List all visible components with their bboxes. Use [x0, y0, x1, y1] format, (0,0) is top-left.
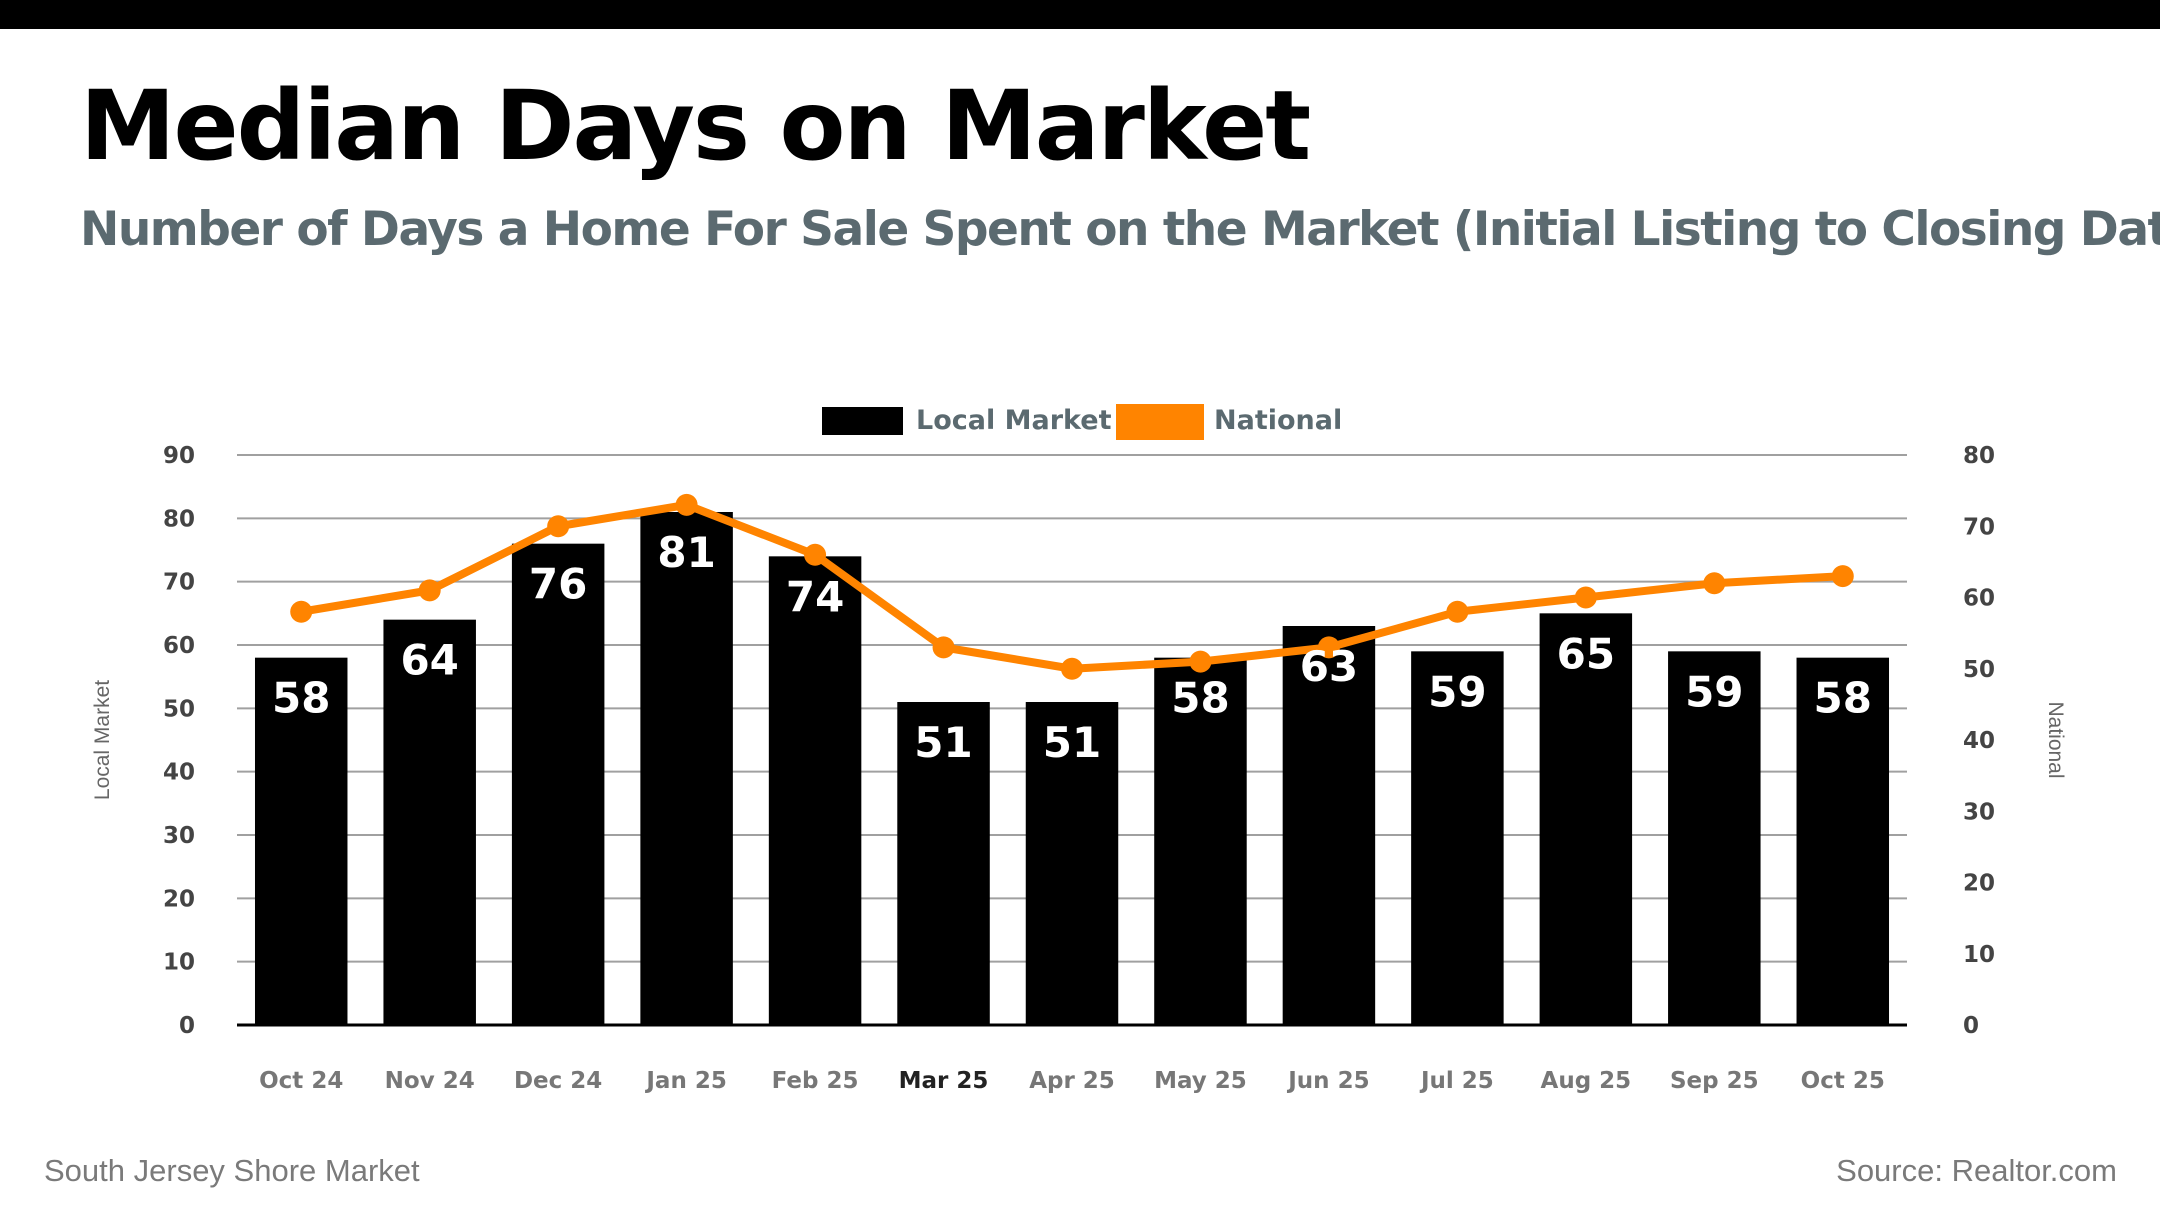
- bar-local-market: [511, 543, 605, 1025]
- bar-local-market: [1411, 651, 1504, 1025]
- bar-data-label: 51: [1043, 718, 1101, 767]
- y-axis-right-title: National: [2044, 701, 2067, 778]
- y-right-tick-label: 70: [1963, 514, 1995, 540]
- legend-label-national: National: [1214, 405, 1342, 436]
- y-axis-left-title: Local Market: [91, 680, 114, 800]
- y-left-tick-label: 70: [163, 570, 195, 596]
- point-national: [804, 543, 827, 566]
- bar-local-market: [254, 657, 348, 1025]
- point-national: [418, 579, 441, 602]
- y-left-tick-label: 0: [179, 1013, 195, 1039]
- legend-label-local: Local Market: [916, 405, 1112, 436]
- point-national: [1574, 586, 1597, 609]
- bar-local-market: [768, 556, 862, 1025]
- bar-data-label: 59: [1428, 667, 1486, 716]
- y-left-tick-label: 10: [163, 950, 195, 976]
- page-subtitle: Number of Days a Home For Sale Spent on …: [80, 202, 2160, 257]
- bar-data-label: 65: [1557, 629, 1615, 678]
- y-right-tick-label: 20: [1963, 871, 1995, 897]
- bar-local-market: [1539, 613, 1633, 1025]
- bar-local-market: [1282, 626, 1376, 1025]
- bar-local-market: [640, 512, 733, 1025]
- bar-local-market: [383, 619, 476, 1025]
- bar-local-market: [1154, 657, 1247, 1025]
- legend: Local Market National: [822, 404, 1342, 440]
- market-label: South Jersey Shore Market: [44, 1153, 420, 1188]
- bar-data-label: 58: [272, 674, 330, 723]
- y-right-tick-label: 50: [1963, 657, 1995, 683]
- x-tick-label: Jul 25: [1419, 1068, 1494, 1094]
- bar-local-market: [897, 702, 990, 1025]
- point-national: [1317, 636, 1340, 659]
- bar-data-label: 59: [1685, 667, 1743, 716]
- x-tick-label: Feb 25: [772, 1068, 859, 1094]
- bar-data-label: 81: [657, 528, 715, 577]
- point-national: [1703, 572, 1726, 595]
- x-tick-label: Mar 25: [899, 1068, 989, 1094]
- y-left-tick-label: 90: [163, 443, 195, 469]
- x-tick-label: Oct 25: [1801, 1068, 1885, 1094]
- y-right-tick-label: 40: [1963, 728, 1995, 754]
- x-tick-label: May 25: [1154, 1068, 1247, 1094]
- y-left-tick-label: 40: [163, 760, 195, 786]
- point-national: [675, 493, 698, 516]
- source-label: Source: Realtor.com: [1836, 1153, 2117, 1188]
- y-left-tick-label: 30: [163, 823, 195, 849]
- y-right-tick-label: 80: [1963, 443, 1995, 469]
- legend-swatch-local: [822, 407, 903, 435]
- x-tick-label: Sep 25: [1670, 1068, 1759, 1094]
- y-left-tick-label: 60: [163, 633, 195, 659]
- legend-swatch-national: [1116, 404, 1204, 440]
- bar-data-label: 74: [786, 572, 844, 621]
- point-national: [1189, 650, 1212, 673]
- x-tick-label: Apr 25: [1029, 1068, 1115, 1094]
- y-left-tick-label: 80: [163, 506, 195, 532]
- point-national: [1446, 600, 1469, 623]
- bar-data-label: 51: [914, 718, 972, 767]
- y-right-tick-label: 60: [1963, 586, 1995, 612]
- x-tick-label: Jan 25: [644, 1068, 726, 1094]
- bar-local-market: [1668, 651, 1761, 1025]
- x-tick-label: Nov 24: [385, 1068, 475, 1094]
- x-tick-label: Jun 25: [1286, 1068, 1369, 1094]
- x-tick-label: Oct 24: [259, 1068, 343, 1094]
- point-national: [1831, 565, 1854, 588]
- bar-data-label: 58: [1171, 674, 1229, 723]
- y-left-tick-label: 50: [163, 696, 195, 722]
- bar-data-label: 63: [1300, 642, 1358, 691]
- y-right-tick-label: 30: [1963, 799, 1995, 825]
- point-national: [932, 636, 955, 659]
- bar-data-label: 76: [529, 560, 587, 609]
- top-bar: [0, 0, 2160, 29]
- bar-data-label: 64: [400, 636, 458, 685]
- y-left-tick-label: 20: [163, 886, 195, 912]
- page-title: Median Days on Market: [80, 70, 1311, 182]
- x-tick-label: Aug 25: [1541, 1068, 1632, 1094]
- y-right-tick-label: 0: [1963, 1013, 1979, 1039]
- y-right-tick-label: 10: [1963, 942, 1995, 968]
- point-national: [290, 600, 313, 623]
- bar-data-label: 58: [1814, 674, 1872, 723]
- bar-local-market: [1796, 657, 1890, 1025]
- x-tick-label: Dec 24: [514, 1068, 602, 1094]
- point-national: [547, 515, 570, 538]
- bar-local-market: [1025, 702, 1119, 1025]
- point-national: [1061, 657, 1083, 680]
